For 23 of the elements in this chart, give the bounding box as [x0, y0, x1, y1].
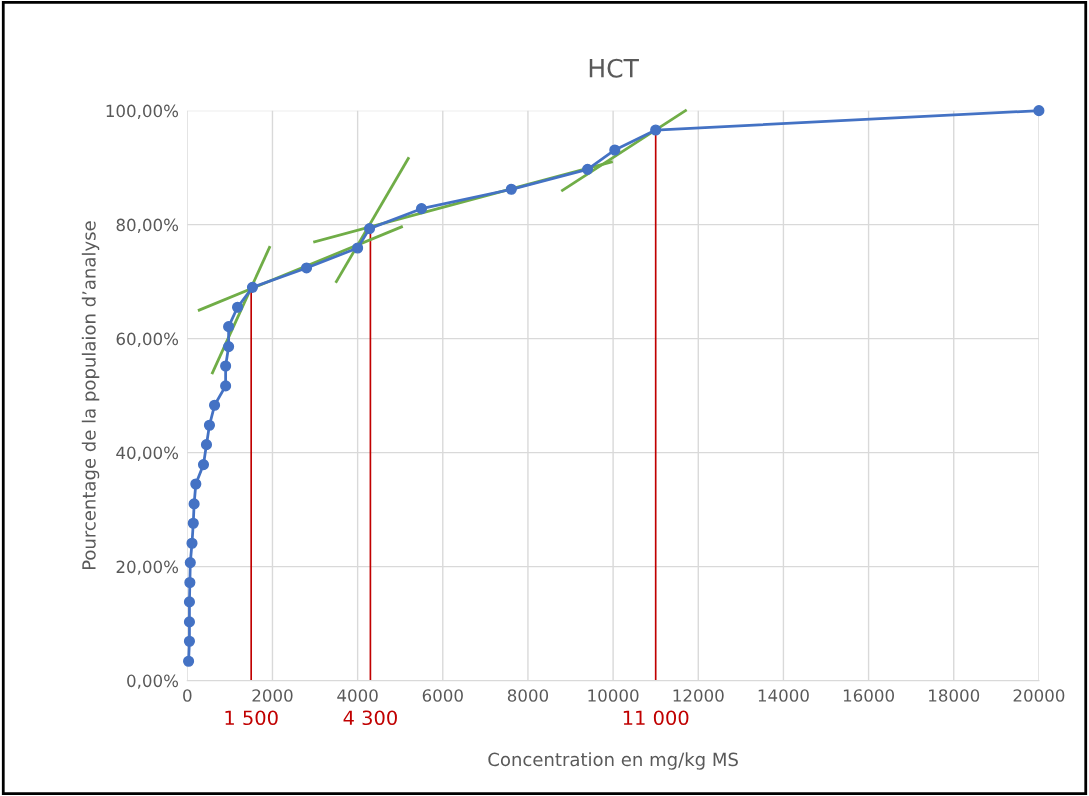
x-tick-label: 16000	[843, 689, 894, 702]
x-tick-label: 8000	[507, 689, 549, 702]
y-tick-label: 20,00%	[116, 560, 179, 575]
x-tick-label: 6000	[422, 689, 463, 702]
chart-title: HCT	[589, 58, 639, 78]
y-tick-label: 80,00%	[116, 218, 179, 233]
ref-line-label: 11 000	[623, 710, 689, 726]
x-tick-label: 2000	[252, 689, 293, 702]
y-tick-label: 40,00%	[116, 446, 179, 461]
x-tick-label: 12000	[673, 689, 724, 702]
y-tick-label: 0,00%	[127, 674, 179, 689]
x-tick-label: 20000	[1013, 689, 1065, 702]
ref-line-label: 1 500	[225, 710, 278, 726]
ref-line-label: 4 300	[343, 710, 397, 726]
y-tick-label: 100,00%	[106, 104, 179, 119]
y-tick-label: 60,00%	[116, 332, 179, 347]
x-tick-label: 18000	[929, 689, 980, 702]
y-axis-title: Pourcentage de la populaion d’analyse	[81, 221, 100, 570]
x-tick-label: 14000	[758, 689, 809, 702]
x-axis-title: Concentration en mg/kg MS	[488, 752, 738, 770]
x-tick-label: 0	[183, 689, 192, 702]
x-tick-label: 4000	[337, 689, 378, 702]
x-tick-label: 10000	[588, 689, 639, 702]
